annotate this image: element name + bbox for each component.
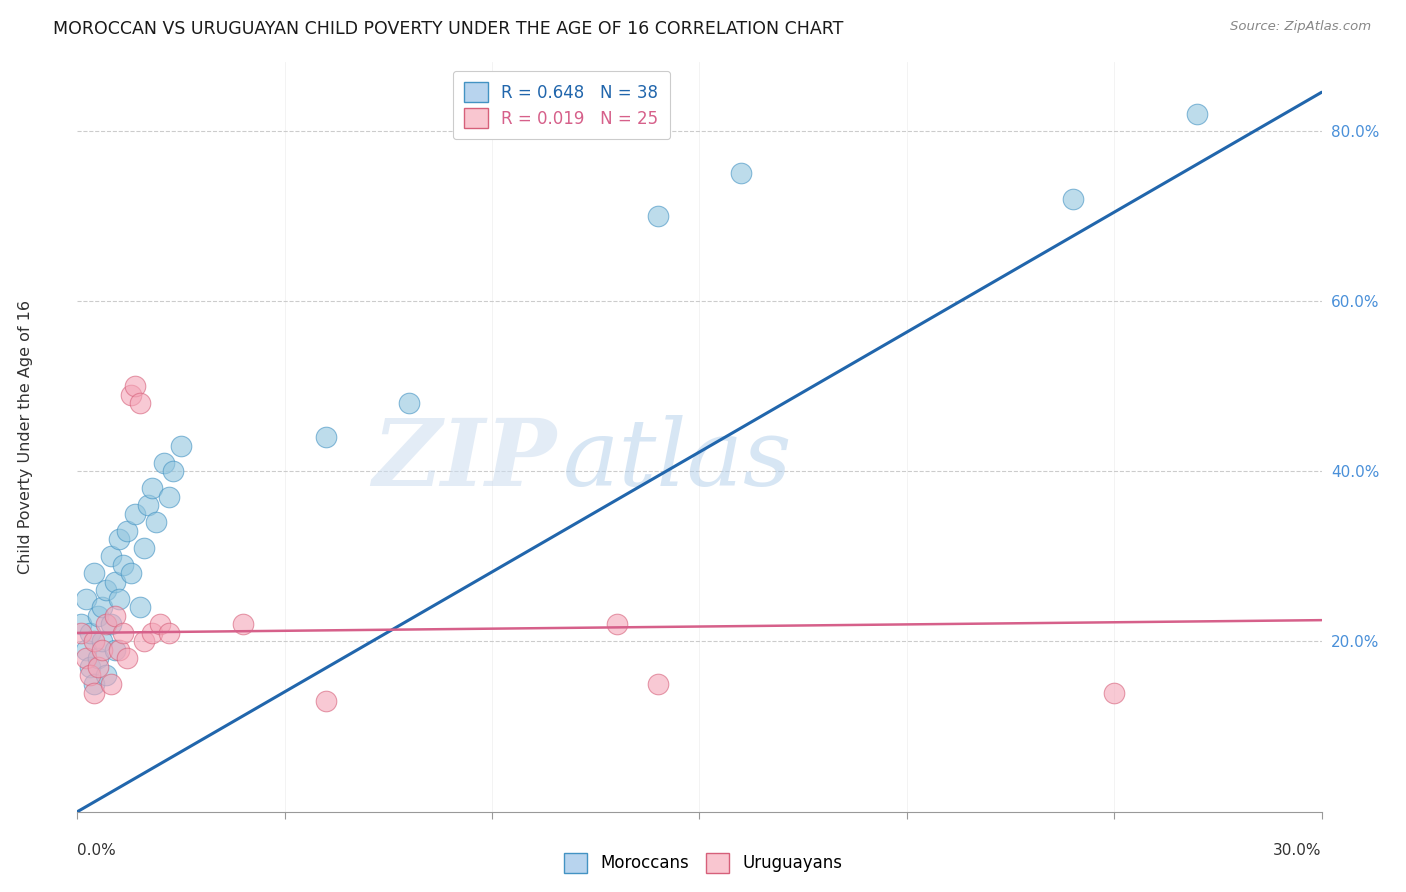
Point [108,533,131,547]
Point [104,574,127,589]
Text: Source: ZipAtlas.com: Source: ZipAtlas.com [1230,20,1371,33]
Point [87,608,110,623]
Point [83,677,105,691]
Point [115,651,138,665]
Point [141,626,163,640]
Point [170,439,193,453]
Text: MOROCCAN VS URUGUAYAN CHILD POVERTY UNDER THE AGE OF 16 CORRELATION CHART: MOROCCAN VS URUGUAYAN CHILD POVERTY UNDE… [53,20,844,37]
Point [647,677,669,691]
Point [145,515,167,529]
Text: 30.0%: 30.0% [1274,843,1322,858]
Point [162,464,184,478]
Point [141,481,163,495]
Point [104,608,127,623]
Point [730,166,752,180]
Point [120,387,142,401]
Point [104,643,127,657]
Point [647,209,669,223]
Point [83,685,105,699]
Point [128,600,150,615]
Point [115,524,138,538]
Point [79,668,101,682]
Point [91,600,114,615]
Point [606,617,628,632]
Point [87,651,110,665]
Point [100,549,122,564]
Point [96,583,118,598]
Point [91,643,114,657]
Point [157,490,180,504]
Point [75,591,97,606]
Point [100,677,122,691]
Point [111,558,134,572]
Point [1187,106,1209,120]
Point [108,643,131,657]
Point [149,617,172,632]
Text: 0.0%: 0.0% [77,843,117,858]
Point [87,660,110,674]
Point [132,634,155,648]
Text: atlas: atlas [562,415,792,505]
Point [79,626,101,640]
Point [232,617,254,632]
Point [398,396,420,410]
Point [136,498,159,512]
Point [70,626,93,640]
Point [1104,685,1126,699]
Point [128,396,150,410]
Point [96,668,118,682]
Point [75,651,97,665]
Point [108,591,131,606]
Point [83,634,105,648]
Text: ZIP: ZIP [373,415,557,505]
Point [111,626,134,640]
Point [124,507,146,521]
Point [120,566,142,581]
Point [153,456,176,470]
Point [315,694,337,708]
Point [132,541,155,555]
Legend: R = 0.648   N = 38, R = 0.019   N = 25: R = 0.648 N = 38, R = 0.019 N = 25 [453,70,669,139]
Point [96,617,118,632]
Point [124,379,146,393]
Point [315,430,337,444]
Point [1062,192,1084,206]
Point [70,617,93,632]
Legend: Moroccans, Uruguayans: Moroccans, Uruguayans [557,847,849,880]
Point [157,626,180,640]
Point [91,634,114,648]
Point [79,660,101,674]
Text: Child Poverty Under the Age of 16: Child Poverty Under the Age of 16 [18,300,32,574]
Point [100,617,122,632]
Point [75,643,97,657]
Point [83,566,105,581]
